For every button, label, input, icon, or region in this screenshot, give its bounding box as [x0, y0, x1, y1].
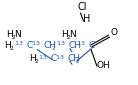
Text: H: H: [30, 54, 36, 63]
Text: $^{13}$: $^{13}$: [30, 41, 40, 50]
Text: C: C: [88, 41, 95, 50]
Text: OH: OH: [97, 61, 111, 70]
Text: Cl: Cl: [78, 2, 87, 12]
Text: C: C: [27, 41, 33, 50]
Text: 2: 2: [34, 59, 38, 64]
Text: H: H: [5, 41, 11, 50]
Text: $^{13}$: $^{13}$: [76, 41, 85, 50]
Text: CH: CH: [67, 54, 80, 63]
Text: $^{13}$: $^{13}$: [55, 54, 64, 63]
Text: $^{13}$: $^{13}$: [55, 41, 65, 50]
Text: C: C: [51, 54, 57, 63]
Text: 2: 2: [9, 46, 13, 51]
Text: 2: 2: [11, 35, 15, 40]
Text: CH: CH: [68, 41, 81, 50]
Text: 2: 2: [76, 59, 79, 64]
Text: CH: CH: [43, 41, 56, 50]
Text: N: N: [14, 30, 21, 39]
Text: H: H: [6, 30, 13, 39]
Text: $^{13}$: $^{13}$: [38, 54, 48, 63]
Text: H: H: [61, 30, 68, 39]
Text: 2: 2: [66, 35, 70, 40]
Text: 2: 2: [52, 46, 55, 51]
Text: N: N: [69, 30, 76, 39]
Text: $^{13}$: $^{13}$: [14, 41, 24, 50]
Text: O: O: [110, 28, 117, 37]
Text: H: H: [83, 14, 91, 24]
